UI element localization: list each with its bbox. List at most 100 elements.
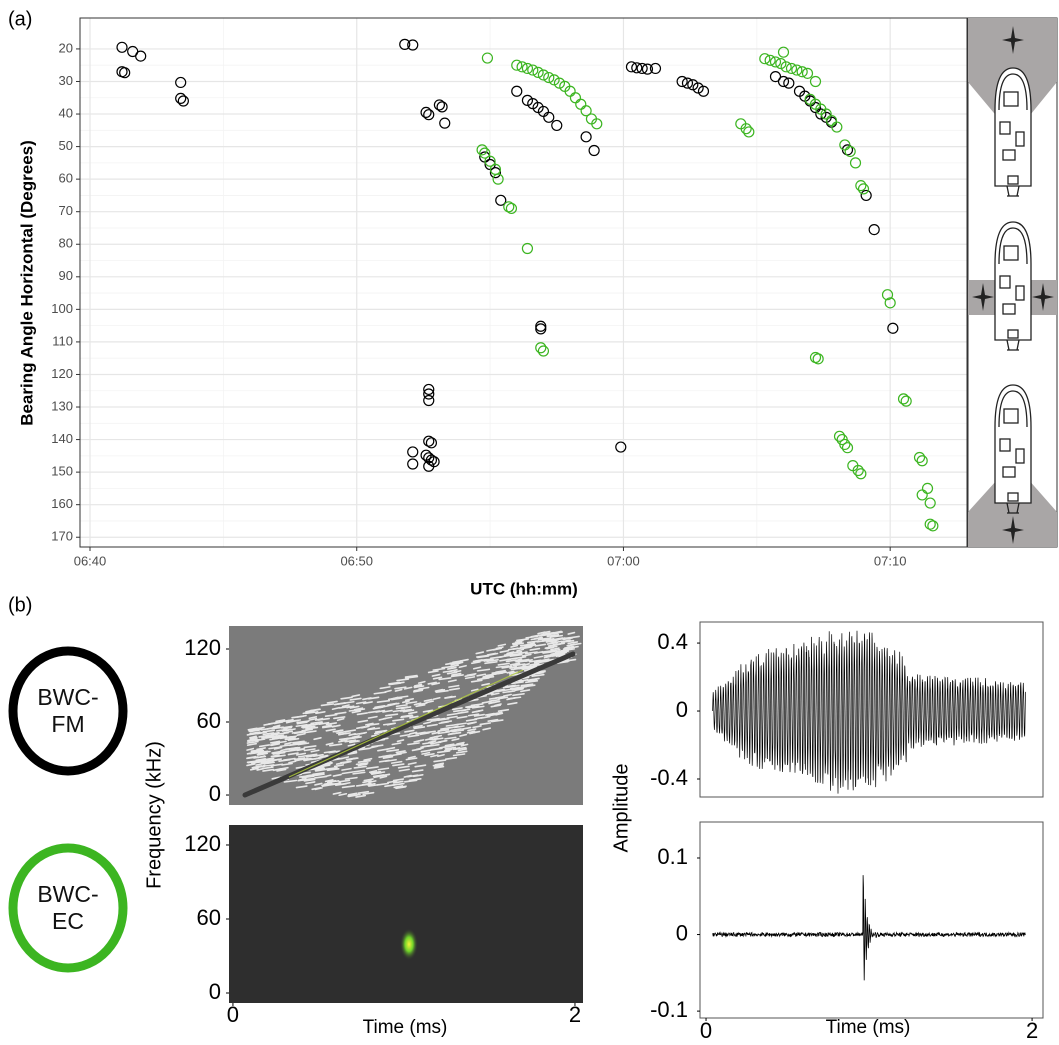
spectrogram-texture	[249, 729, 260, 733]
spectrogram-texture	[485, 673, 497, 677]
spectrogram-texture	[270, 731, 280, 735]
spectrogram-texture	[333, 764, 345, 768]
spectrogram-texture	[283, 730, 294, 734]
spectrogram-texture	[362, 791, 375, 795]
spectrogram-texture	[497, 662, 510, 666]
spectrogram-texture	[362, 780, 372, 784]
spectrogram-texture	[361, 782, 372, 786]
spectrogram-texture	[436, 750, 451, 754]
spectrogram-texture	[341, 704, 350, 708]
spectrogram-texture	[412, 773, 424, 778]
spectrogram-texture	[347, 751, 358, 756]
spectrogram-texture	[423, 698, 433, 702]
data-point	[855, 180, 867, 192]
data-point	[764, 54, 776, 66]
spectrogram-texture	[349, 705, 360, 709]
spectrogram-texture	[404, 697, 415, 702]
spectrogram-texture	[379, 775, 388, 779]
y-tick-label: 130	[51, 398, 73, 413]
spectrogram-texture	[521, 666, 536, 671]
beam-region	[968, 470, 1057, 547]
spectrogram-texture	[526, 642, 536, 646]
spectrogram-texture	[525, 635, 538, 639]
data-point	[921, 482, 934, 495]
data-point	[839, 438, 851, 451]
spectrogram-texture	[512, 642, 525, 646]
spectrogram-texture	[363, 757, 373, 761]
spectrogram-texture	[524, 651, 538, 655]
spectrogram-texture	[490, 692, 500, 696]
spectrogram-texture	[437, 739, 448, 743]
spectrogram-texture	[444, 748, 453, 752]
spectrogram-texture	[422, 709, 434, 713]
spectrogram-texture	[353, 765, 367, 769]
spectrogram-texture	[257, 755, 266, 759]
spectrogram-texture	[412, 724, 423, 728]
spectrogram-texture	[438, 745, 448, 749]
data-point	[692, 82, 704, 94]
data-point	[681, 77, 694, 89]
spectrogram-texture	[413, 685, 425, 689]
spectrogram-texture	[302, 725, 316, 729]
spectrogram-texture	[404, 779, 418, 783]
spectrogram-texture	[270, 754, 280, 758]
spectrogram-texture	[470, 660, 481, 665]
spectrogram-texture	[481, 675, 495, 680]
spectrogram-texture	[404, 674, 418, 678]
spectrogram-texture	[397, 765, 410, 769]
y-tick-label: 90	[59, 268, 73, 283]
spectrogram-texture	[260, 757, 275, 761]
spectrogram-texture	[532, 663, 545, 667]
spectrogram-texture	[459, 658, 469, 662]
y-tick-label: 0	[209, 979, 221, 1004]
spectrogram-texture	[395, 706, 409, 710]
spectrogram-texture	[285, 718, 294, 723]
spectrogram-texture	[391, 742, 402, 746]
spectrogram-texture	[563, 648, 576, 652]
spectrogram-texture	[396, 751, 407, 755]
spectrogram-texture	[312, 771, 325, 776]
spectrogram-texture	[446, 671, 458, 675]
spectrogram-texture	[325, 742, 334, 746]
spectrogram-texture	[334, 711, 347, 715]
spectrogram-texture	[332, 791, 342, 795]
x-tick-label: 06:40	[74, 553, 107, 568]
spectrogram-texture	[494, 703, 502, 707]
spectrogram-texture	[308, 717, 318, 721]
spectrogram-texture	[514, 639, 524, 643]
spectrogram-texture	[252, 749, 265, 753]
spectrogram-texture	[518, 651, 528, 655]
spectrogram-texture	[467, 721, 476, 725]
spectrogram-texture	[251, 765, 266, 769]
data-point	[860, 189, 872, 202]
data-point	[495, 194, 507, 206]
spectrogram-texture	[305, 710, 315, 714]
spectrogram-texture	[550, 647, 560, 651]
y-axis-title: Bearing Angle Horizontal (Degrees)	[17, 140, 36, 426]
data-point	[423, 388, 435, 400]
spectrogram-texture	[450, 674, 464, 678]
spectrogram-texture	[470, 730, 481, 734]
data-point	[831, 121, 843, 133]
spectrogram-texture	[512, 641, 523, 645]
y-axis-title: Frequency (kHz)	[143, 741, 165, 889]
spectrogram-texture	[254, 726, 265, 730]
spectrogram-texture	[249, 732, 263, 736]
data-point	[580, 131, 592, 143]
spectrogram-texture	[325, 722, 338, 726]
data-point	[697, 85, 710, 97]
spectrogram-texture	[522, 663, 530, 667]
spectrogram-texture	[352, 769, 366, 773]
spectrogram-texture	[327, 779, 337, 784]
spectrogram-texture	[464, 676, 476, 680]
spectrogram-texture	[508, 650, 523, 655]
spectrogram-texture	[246, 738, 258, 742]
y-tick-label: 80	[59, 236, 73, 251]
spectrogram-texture	[484, 661, 498, 665]
data-point	[777, 75, 790, 88]
spectrogram-texture	[367, 727, 381, 731]
spectrogram-texture	[324, 713, 338, 717]
spectrogram-texture	[315, 710, 326, 715]
